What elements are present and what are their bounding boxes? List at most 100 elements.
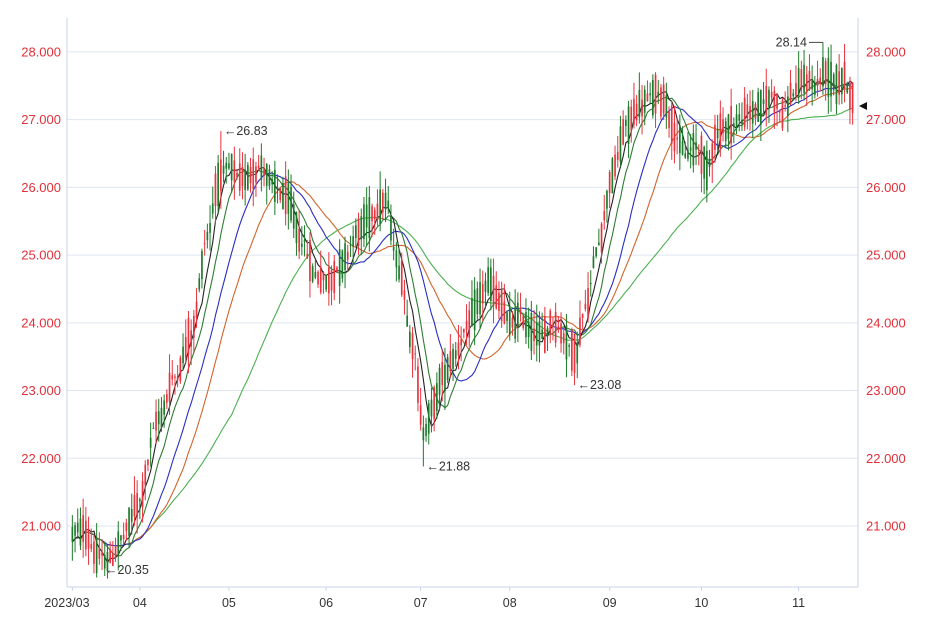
- candle-body: [365, 204, 368, 228]
- candle-body: [117, 531, 120, 555]
- candle-body: [436, 383, 438, 411]
- candle-body: [773, 90, 776, 114]
- candle-body: [465, 321, 468, 330]
- candle-body: [263, 168, 265, 176]
- candle-body: [495, 285, 498, 309]
- candle-body: [363, 204, 365, 240]
- candle-body: [98, 547, 101, 559]
- candle-body: [519, 309, 522, 315]
- candle-body: [228, 163, 230, 169]
- y-tick-label-left: 26.000: [21, 180, 61, 195]
- candle-body: [598, 242, 600, 246]
- candle-body: [206, 231, 209, 241]
- candle-body: [768, 89, 770, 107]
- candle-body: [201, 251, 203, 280]
- candle-body: [541, 329, 543, 339]
- candle-body: [457, 342, 460, 356]
- candle-body: [473, 289, 476, 331]
- candle-body: [571, 329, 573, 371]
- candle-body: [352, 236, 354, 247]
- candle-body: [268, 169, 271, 187]
- candle-body: [630, 106, 633, 131]
- candle-body: [438, 367, 441, 395]
- candle-body: [163, 400, 165, 415]
- candle-body: [95, 537, 98, 574]
- candle-body: [789, 82, 792, 104]
- candle-body: [247, 164, 249, 190]
- y-tick-label-left: 23.000: [21, 383, 61, 398]
- candle-body: [114, 545, 117, 558]
- candle-body: [230, 153, 233, 181]
- candle-body: [751, 101, 754, 124]
- candle-body: [754, 104, 757, 119]
- candle-body: [819, 77, 822, 84]
- candle-body: [76, 522, 79, 533]
- candle-body: [90, 544, 93, 549]
- y-tick-label-right: 25.000: [866, 248, 906, 263]
- candle-body: [511, 317, 514, 328]
- candle-body: [384, 192, 387, 210]
- candle-body: [198, 278, 201, 290]
- y-tick-label-left: 22.000: [21, 451, 61, 466]
- candle-body: [333, 260, 336, 294]
- candle-body: [695, 142, 697, 150]
- candle-body: [295, 212, 298, 243]
- candle-body: [446, 357, 449, 381]
- candle-body: [581, 313, 584, 318]
- candle-body: [765, 85, 768, 116]
- candle-body: [152, 428, 155, 430]
- candle-body: [544, 316, 546, 353]
- candle-body: [400, 260, 403, 295]
- candle-body: [147, 459, 149, 466]
- candle-body: [471, 297, 473, 327]
- candle-body: [576, 342, 579, 364]
- candle-body: [606, 190, 608, 209]
- candle-body: [684, 153, 687, 158]
- candle-body: [74, 525, 76, 536]
- candle-body: [452, 348, 454, 370]
- candle-body: [168, 372, 171, 402]
- candle-body: [349, 244, 352, 246]
- candle-body: [249, 166, 252, 184]
- y-tick-label-right: 23.000: [866, 383, 906, 398]
- last-price-marker: [859, 102, 867, 111]
- extreme-annotations: ←20.35 ←26.83 ←21.88 ←23.08 28.14: [105, 35, 823, 577]
- candle-body: [611, 158, 614, 194]
- candle-body: [549, 310, 552, 334]
- candle-body: [144, 464, 147, 485]
- candle-body: [325, 274, 327, 290]
- candle-body: [503, 301, 506, 324]
- candlesticks: [71, 42, 854, 579]
- candle-body: [128, 507, 130, 536]
- x-tick-label: 08: [503, 596, 517, 610]
- candle-body: [730, 106, 732, 144]
- y-tick-label-right: 28.000: [866, 44, 906, 59]
- y-tick-label-right: 21.000: [866, 519, 906, 534]
- x-axis-ticks: 2023/03 04 05 06 07 08 09 10 11: [44, 587, 805, 610]
- candle-body: [692, 133, 695, 166]
- candle-body: [776, 93, 778, 109]
- candle-body: [557, 326, 560, 330]
- candle-body: [292, 204, 295, 229]
- y-tick-label-right: 27.000: [866, 112, 906, 127]
- candle-body: [530, 313, 533, 351]
- candle-body: [179, 357, 182, 382]
- candle-body: [797, 68, 800, 96]
- candle-body: [846, 82, 849, 93]
- candle-body: [762, 99, 765, 105]
- candle-body: [187, 317, 190, 355]
- candle-body: [176, 376, 179, 380]
- candle-body: [749, 106, 751, 120]
- candle-body: [184, 336, 187, 358]
- candle-body: [417, 366, 419, 404]
- candle-body: [700, 135, 703, 174]
- candle-body: [411, 333, 414, 360]
- y-tick-label-right: 24.000: [866, 315, 906, 330]
- x-tick-label: 04: [133, 596, 147, 610]
- candle-body: [676, 137, 678, 140]
- candle-body: [419, 405, 422, 425]
- candle-body: [811, 80, 813, 90]
- candle-body: [414, 353, 417, 355]
- candle-body: [805, 74, 808, 93]
